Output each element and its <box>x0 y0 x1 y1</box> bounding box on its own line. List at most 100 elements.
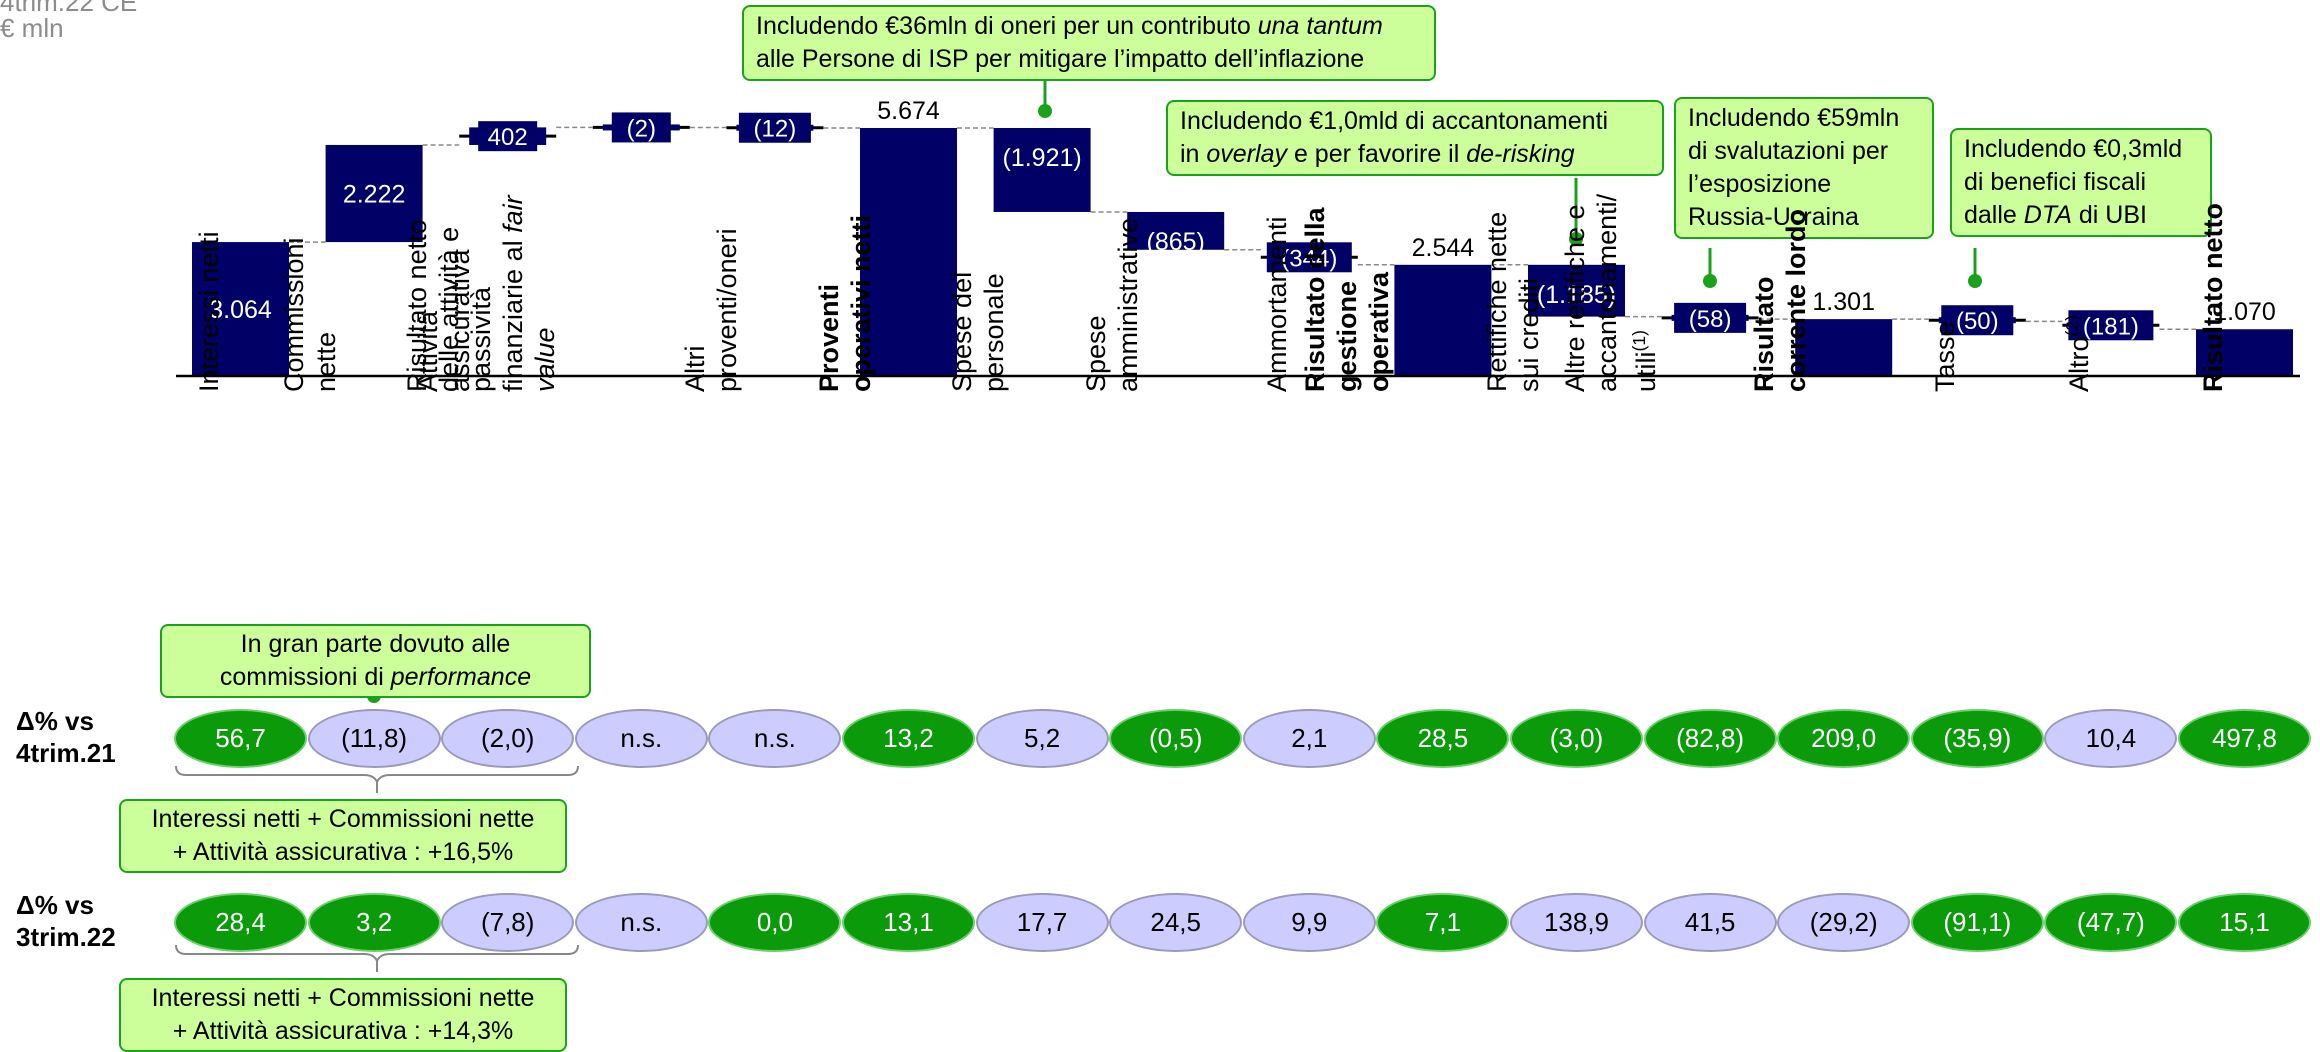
callout-svalutazioni-russia: Includendo €59mln di svalutazioni per l’es… <box>1674 97 1934 239</box>
chart-subtitle: 4trim.22 CE <box>0 0 138 17</box>
x-label-1: Commissioni nette <box>279 237 342 392</box>
delta-pill: (0,5) <box>1109 708 1243 768</box>
delta-pill: 5,2 <box>975 708 1109 768</box>
value-label: (344) <box>1281 245 1337 272</box>
value-label: 402 <box>488 124 528 151</box>
x-label-3: Risultato netto delle attività e passività… <box>402 195 561 392</box>
bar <box>325 144 423 243</box>
bar-group-15: 1.070 <box>2196 298 2293 376</box>
delta-pill: 13,2 <box>842 708 975 768</box>
value-label: 1.070 <box>2213 298 2276 326</box>
value-label-bg <box>478 121 538 152</box>
bar-group-2: 402 <box>459 121 557 152</box>
value-label: (50) <box>1956 308 1999 335</box>
bar-group-9: 2.544 <box>1394 234 1492 376</box>
value-label-bg <box>738 112 811 143</box>
callout-accantonamenti-overlay: Includendo €1,0mld di accantonamenti in o… <box>1166 100 1664 176</box>
callout-somma-3trim22: Interessi netti + Commissioni nette + Att… <box>119 978 567 1052</box>
value-label-bg <box>1674 302 1747 333</box>
fiscali-pointer-dot <box>1968 274 1982 288</box>
value-label: 1.301 <box>1812 288 1875 316</box>
delta-pill: (11,8) <box>307 708 441 768</box>
brace-4trim21 <box>175 765 579 785</box>
delta-pill: 13,1 <box>842 892 975 952</box>
bar-group-3: (2) <box>592 112 690 143</box>
value-label-bg <box>2068 310 2154 341</box>
delta-pill: (47,7) <box>2044 892 2178 952</box>
value-label: (12) <box>754 116 797 143</box>
value-label: 2.544 <box>1412 234 1475 262</box>
delta-pill: 10,4 <box>2044 708 2178 768</box>
bar <box>1795 319 1893 376</box>
bar <box>2196 329 2293 376</box>
delta-pill: (7,8) <box>441 892 575 952</box>
unit-label: € mln <box>0 13 64 43</box>
bar-group-7: (865) <box>1127 211 1225 256</box>
delta-pill: 497,8 <box>2178 708 2311 768</box>
delta-pill: 17,7 <box>975 892 1109 952</box>
x-label-6: Spese del personale <box>947 271 1010 392</box>
bar-group-12: 1.301 <box>1795 288 1893 376</box>
bar <box>192 242 289 376</box>
delta-pill: 7,1 <box>1376 892 1510 952</box>
x-label-7: Spese amministrative <box>1080 217 1143 392</box>
value-label: 3.064 <box>209 296 272 324</box>
x-label-9: Risultato della gestione operativa <box>1299 207 1394 392</box>
delta-pill: 3,2 <box>307 892 441 952</box>
delta-pill: 28,4 <box>174 892 307 952</box>
bar <box>1127 211 1225 250</box>
value-label: (181) <box>2083 313 2139 340</box>
delta-pill: 9,9 <box>1242 892 1376 952</box>
value-label: (1.921) <box>1002 144 1081 172</box>
delta-pill: 0,0 <box>708 892 842 952</box>
bar-group-11: (58) <box>1661 302 1759 333</box>
delta-pill: 2,1 <box>1242 708 1376 768</box>
x-label-8: Ammortamenti <box>1262 216 1293 392</box>
x-label-11: Altre rettifiche e accantonamenti/utili(1… <box>1560 193 1662 392</box>
x-label-14: Altro(2) <box>2061 315 2094 392</box>
value-label: (1.185) <box>1537 281 1616 309</box>
delta-pill: 41,5 <box>1643 892 1777 952</box>
bar-group-0: 3.064 <box>192 242 289 376</box>
value-label-bg <box>1941 305 2014 336</box>
delta-pill: (82,8) <box>1643 708 1777 768</box>
x-label-4: Altri proventi/oneri <box>679 228 742 392</box>
bar <box>1394 264 1492 376</box>
oneri-pointer-dot <box>1038 104 1052 118</box>
callout-commissioni-performance: In gran parte dovuto alle commissioni di … <box>160 624 591 698</box>
delta-pill: (3,0) <box>1510 708 1643 768</box>
accantonamenti-pointer-dot <box>1569 232 1583 246</box>
x-label-15: Risultato netto <box>2197 203 2228 392</box>
delta-pill: 209,0 <box>1777 708 1911 768</box>
delta-pill: (2,0) <box>441 708 575 768</box>
value-label: 5.674 <box>877 97 940 125</box>
delta-pill: (29,2) <box>1777 892 1911 952</box>
callout-benefici-fiscali: Includendo €0,3mld di benefici fiscali dal… <box>1950 128 2212 237</box>
callout-oneri-una-tantum: Includendo €36mln di oneri per un contri… <box>742 5 1436 81</box>
value-label: (2) <box>627 115 656 142</box>
bar-group-10: (1.185) <box>1528 264 1625 317</box>
value-label: 2.222 <box>343 181 406 209</box>
value-label: (58) <box>1689 306 1732 333</box>
bar-group-13: (50) <box>1928 305 2026 336</box>
delta-pill: (91,1) <box>1910 892 2044 952</box>
bar-group-14: (181) <box>2062 310 2160 341</box>
x-label-13: Tasse <box>1930 321 1961 392</box>
delta-pill: 24,5 <box>1109 892 1243 952</box>
delta-pill: n.s. <box>708 708 842 768</box>
x-label-12: Risultato corrente lordo <box>1748 208 1811 392</box>
delta-pill: 138,9 <box>1510 892 1643 952</box>
bar <box>1528 264 1625 317</box>
bar-group-1: 2.222 <box>325 144 423 243</box>
bar-group-8: (344) <box>1260 242 1358 273</box>
value-label-bg <box>1266 242 1352 273</box>
delta-pill: 15,1 <box>2178 892 2311 952</box>
bar-group-6: (1.921) <box>993 128 1091 212</box>
row-label-1: Δ% vs 3trim.22 <box>16 890 116 952</box>
delta-pill: 56,7 <box>174 708 307 768</box>
svalutazioni-pointer-dot <box>1703 274 1717 288</box>
bar-group-4: (12) <box>726 112 824 143</box>
delta-pill: 28,5 <box>1376 708 1510 768</box>
x-label-5: Proventi operativi netti <box>813 214 876 392</box>
